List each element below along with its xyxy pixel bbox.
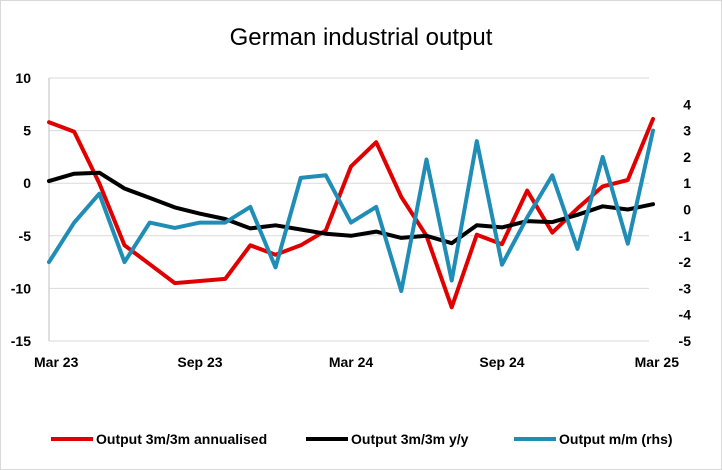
right-axis-ticks: 4 3 2 1 0 -1 -2 -3 -4 -5	[679, 96, 692, 349]
right-tick-label: -3	[679, 280, 692, 296]
right-tick-label: 4	[683, 96, 691, 112]
right-tick-label: 0	[683, 202, 691, 218]
left-tick-label: 10	[15, 70, 31, 86]
left-tick-label: -15	[11, 333, 31, 349]
gridlines	[48, 77, 649, 342]
x-tick-label: Sep 23	[177, 354, 222, 370]
right-tick-label: -4	[679, 307, 692, 323]
left-tick-label: -5	[19, 228, 32, 244]
x-axis-ticks: Mar 23 Sep 23 Mar 24 Sep 24 Mar 25	[34, 354, 679, 370]
right-tick-label: -2	[679, 254, 692, 270]
left-tick-label: -10	[11, 280, 31, 296]
right-tick-label: -1	[679, 228, 692, 244]
right-tick-label: 2	[683, 149, 691, 165]
left-axis-ticks: 10 5 0 -5 -10 -15	[11, 70, 31, 349]
left-tick-label: 5	[23, 123, 31, 139]
left-tick-label: 0	[23, 175, 31, 191]
series-line-3	[47, 128, 655, 293]
x-tick-label: Mar 24	[329, 354, 374, 370]
right-tick-label: 3	[683, 123, 691, 139]
series-line-1	[47, 117, 655, 310]
legend-label: Output 3m/3m y/y	[351, 431, 469, 447]
x-tick-label: Sep 24	[479, 354, 524, 370]
series-line-2	[47, 170, 655, 246]
legend: Output 3m/3m annualised Output 3m/3m y/y O…	[51, 431, 673, 447]
legend-label: Output 3m/3m annualised	[96, 431, 267, 447]
x-tick-label: Mar 23	[34, 354, 79, 370]
x-tick-label: Mar 25	[635, 354, 680, 370]
series-lines	[47, 117, 655, 310]
chart-title: German industrial output	[230, 24, 493, 51]
legend-label: Output m/m (rhs)	[559, 431, 673, 447]
right-tick-label: 1	[683, 175, 691, 191]
right-tick-label: -5	[679, 333, 692, 349]
